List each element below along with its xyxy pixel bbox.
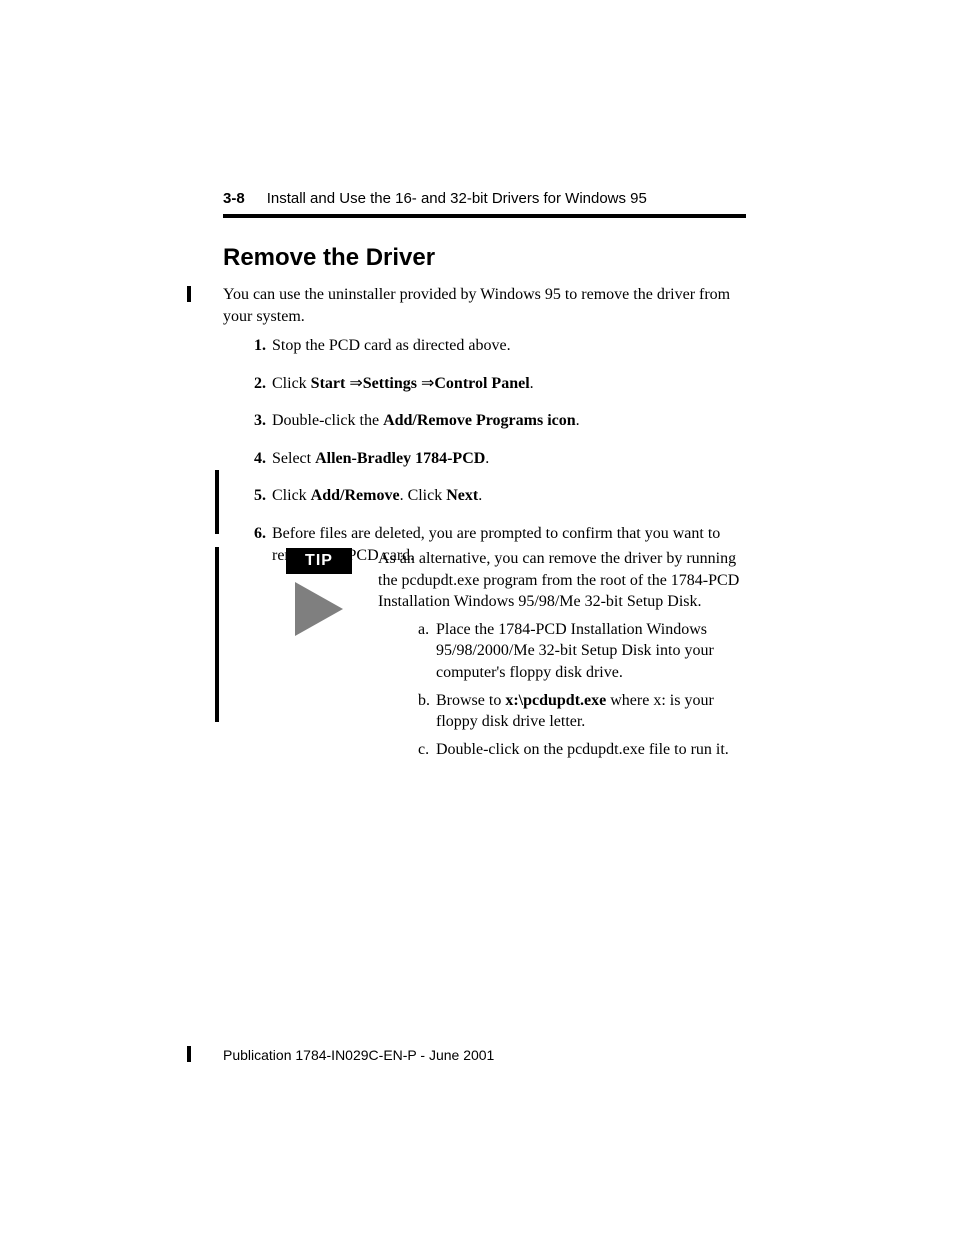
text: Select — [272, 450, 315, 467]
bold-text: Allen-Bradley 1784-PCD — [315, 450, 485, 467]
arrow-icon: ⇒ — [349, 375, 362, 392]
step-number: 6. — [244, 523, 272, 566]
text: . — [530, 375, 534, 392]
step-text: Click Add/Remove. Click Next. — [272, 485, 744, 507]
change-bar — [215, 547, 219, 722]
step-number: 4. — [244, 448, 272, 470]
change-bar — [187, 286, 191, 302]
bold-text: Start — [311, 375, 350, 392]
text: . — [576, 412, 580, 429]
text: Browse to — [436, 692, 505, 709]
tip-block: TIP As an alternative, you can remove th… — [278, 548, 748, 766]
tip-substep-a: a. Place the 1784-PCD Installation Windo… — [418, 619, 748, 684]
text: Click — [272, 487, 311, 504]
substep-text: Double-click on the pcdupdt.exe file to … — [436, 739, 748, 761]
step-4: 4. Select Allen-Bradley 1784-PCD. — [244, 448, 744, 470]
step-text: Select Allen-Bradley 1784-PCD. — [272, 448, 744, 470]
tip-badge: TIP — [286, 548, 352, 574]
running-header-title: Install and Use the 16- and 32-bit Drive… — [267, 190, 647, 207]
bold-text: Settings — [363, 375, 421, 392]
step-text: Stop the PCD card as directed above. — [272, 335, 744, 357]
step-5: 5. Click Add/Remove. Click Next. — [244, 485, 744, 507]
page: 3-8 Install and Use the 16- and 32-bit D… — [0, 0, 954, 1235]
intro-paragraph: You can use the uninstaller provided by … — [223, 284, 746, 327]
step-number: 1. — [244, 335, 272, 357]
text: Double-click the — [272, 412, 383, 429]
step-1: 1. Stop the PCD card as directed above. — [244, 335, 744, 357]
bold-text: Add/Remove — [311, 487, 400, 504]
tip-graphic: TIP — [278, 548, 360, 766]
tip-content: As an alternative, you can remove the dr… — [378, 548, 748, 766]
substep-letter: c. — [418, 739, 436, 761]
publication-footer: Publication 1784-IN029C-EN-P - June 2001 — [223, 1047, 494, 1063]
bold-text: x:\pcdupdt.exe — [505, 692, 606, 709]
substep-text: Browse to x:\pcdupdt.exe where x: is you… — [436, 690, 748, 733]
substep-letter: a. — [418, 619, 436, 684]
tip-text: As an alternative, you can remove the dr… — [378, 548, 748, 613]
substep-text: Place the 1784-PCD Installation Windows … — [436, 619, 748, 684]
tip-substeps: a. Place the 1784-PCD Installation Windo… — [378, 619, 748, 761]
running-header: 3-8 Install and Use the 16- and 32-bit D… — [223, 190, 746, 207]
tip-triangle-icon — [295, 582, 343, 636]
bold-text: Add/Remove Programs icon — [383, 412, 576, 429]
change-bar — [187, 1046, 191, 1062]
tip-substep-b: b. Browse to x:\pcdupdt.exe where x: is … — [418, 690, 748, 733]
substep-letter: b. — [418, 690, 436, 733]
change-bar — [215, 470, 219, 534]
step-text: Click Start ⇒Settings ⇒Control Panel. — [272, 373, 744, 395]
step-number: 2. — [244, 373, 272, 395]
header-rule — [223, 214, 746, 218]
section-heading: Remove the Driver — [223, 244, 435, 272]
arrow-icon: ⇒ — [421, 375, 434, 392]
text: Click — [272, 375, 311, 392]
steps-list: 1. Stop the PCD card as directed above. … — [244, 335, 744, 566]
text: . Click — [400, 487, 447, 504]
step-number: 5. — [244, 485, 272, 507]
step-2: 2. Click Start ⇒Settings ⇒Control Panel. — [244, 373, 744, 395]
page-number: 3-8 — [223, 190, 245, 207]
step-number: 3. — [244, 410, 272, 432]
step-text: Double-click the Add/Remove Programs ico… — [272, 410, 744, 432]
step-3: 3. Double-click the Add/Remove Programs … — [244, 410, 744, 432]
text: . — [478, 487, 482, 504]
text: . — [485, 450, 489, 467]
tip-substep-c: c. Double-click on the pcdupdt.exe file … — [418, 739, 748, 761]
bold-text: Next — [446, 487, 478, 504]
bold-text: Control Panel — [434, 375, 529, 392]
